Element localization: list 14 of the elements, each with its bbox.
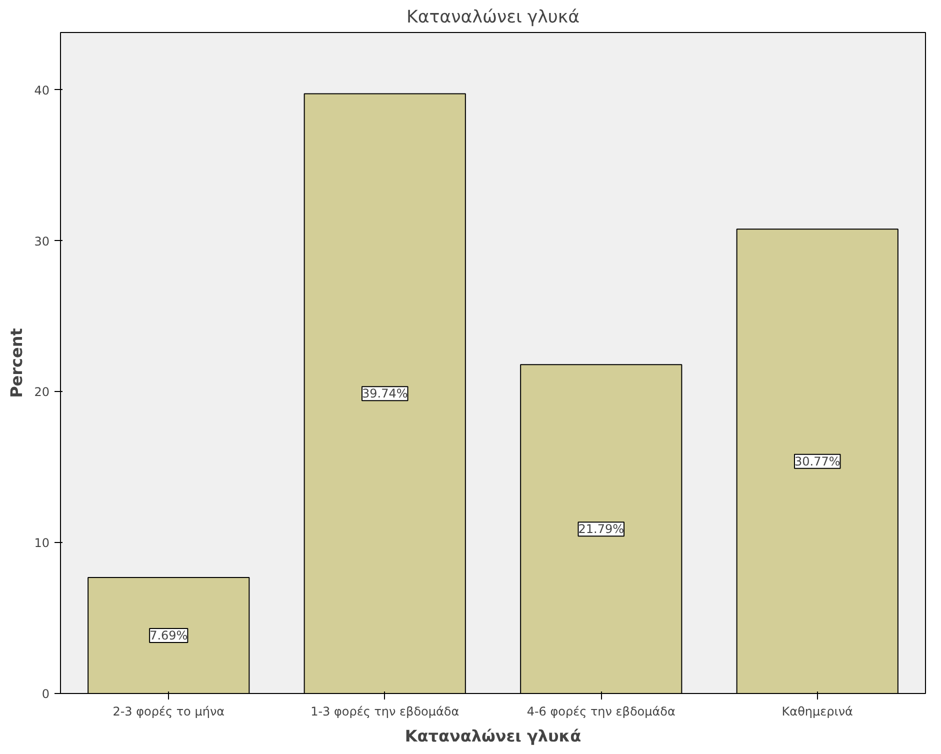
x-tick-label: 4-6 φορές την εβδομάδα	[526, 704, 676, 718]
chart-title: Καταναλώνει γλυκά	[406, 8, 580, 28]
x-axis-title: Καταναλώνει γλυκά	[404, 726, 582, 746]
y-tick-label: 0	[42, 687, 50, 701]
x-tick-label: 2-3 φορές το μήνα	[112, 704, 225, 718]
y-axis-title: Percent	[7, 328, 26, 398]
x-tick-label: 1-3 φορές την εβδομάδα	[310, 704, 460, 718]
y-tick-label: 40	[34, 83, 50, 98]
y-tick-label: 10	[34, 536, 50, 550]
x-tick-label: Καθημερινά	[782, 704, 854, 718]
y-tick-label: 20	[34, 385, 50, 400]
data-label: 7.69%	[150, 628, 188, 642]
data-label: 21.79%	[578, 522, 624, 536]
y-tick-label: 30	[34, 234, 50, 248]
